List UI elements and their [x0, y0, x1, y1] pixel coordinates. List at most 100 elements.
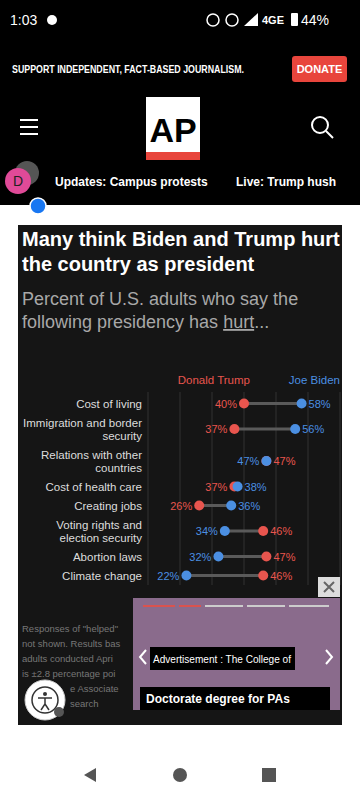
footnote: search [70, 698, 99, 709]
battery-icon [291, 13, 298, 26]
dot [233, 482, 243, 492]
legend-label: Joe Biden [289, 374, 340, 386]
dot [226, 501, 236, 511]
legend-label: Donald Trump [178, 374, 250, 386]
accessibility-button[interactable] [25, 680, 65, 720]
accessibility-icon [38, 698, 52, 710]
category-line: Climate change [62, 570, 142, 582]
system-nav [0, 748, 360, 800]
subtitle-line: Percent of U.S. adults who say the [22, 289, 298, 309]
ad-close[interactable] [318, 577, 340, 597]
category-line: election security [60, 532, 143, 544]
donate-label[interactable]: DONATE [297, 63, 343, 75]
ad-label[interactable]: Advertisement : The College of [153, 654, 291, 665]
category-line: Creating jobs [74, 500, 142, 512]
dot [258, 571, 268, 581]
nav-recent[interactable] [262, 768, 276, 782]
footnote: not shown. Results bas [22, 638, 120, 649]
connector [234, 428, 295, 431]
ad-headline[interactable]: Doctorate degree for PAs [146, 692, 290, 706]
subtitle-line: following presidency has hurt... [22, 312, 269, 332]
dot [213, 552, 223, 562]
page-background [0, 205, 360, 800]
nav-link[interactable]: Updates: Campus protests [55, 175, 208, 189]
data-label: 47% [237, 455, 259, 467]
category-label: Abortion laws [73, 551, 142, 563]
search-icon[interactable] [312, 117, 328, 133]
subtitle-text: ... [254, 312, 269, 332]
nav-home[interactable] [173, 768, 187, 782]
category-line: Voting rights and [56, 519, 142, 531]
dot [220, 526, 230, 536]
grid-line [180, 392, 181, 585]
category-label: Relations with othercountries [41, 449, 142, 474]
data-label: 32% [189, 551, 211, 563]
ad-prev[interactable] [140, 650, 146, 664]
avatar[interactable] [5, 168, 31, 194]
footnote: adults conducted Apri [22, 653, 113, 664]
ad-box[interactable] [133, 598, 340, 710]
data-label: 58% [309, 398, 331, 410]
accessibility-icon [32, 687, 58, 713]
support-banner: SUPPORT INDEPENDENT, FACT-BASED JOURNALI… [12, 64, 244, 75]
ad-progress [289, 605, 329, 607]
data-label: 34% [196, 525, 218, 537]
status-time: 1:03 [10, 12, 37, 28]
dot [258, 526, 268, 536]
data-label: 46% [270, 525, 292, 537]
donate-button[interactable] [292, 56, 347, 82]
network-type: 4GE [262, 14, 284, 26]
logo-box [146, 97, 200, 160]
ad-progress [205, 605, 243, 607]
grid-line [148, 392, 149, 585]
ap-logo: AP [149, 111, 196, 149]
battery-level: 44% [301, 12, 329, 28]
menu-icon[interactable] [20, 133, 38, 135]
ad-headline-bar [140, 687, 330, 710]
subtitle-text: following presidency has [22, 312, 223, 332]
category-line: security [102, 430, 142, 442]
ad-progress [247, 605, 285, 607]
category-line: countries [95, 462, 142, 474]
chart-background [18, 225, 342, 725]
footnote: Responses of "helped" [22, 623, 118, 634]
category-line: Relations with other [41, 449, 142, 461]
dot [181, 571, 191, 581]
ad-progress [143, 605, 175, 607]
logo-bar [146, 152, 200, 160]
dot [239, 399, 249, 409]
messenger-badge [30, 198, 46, 214]
category-line: Immigration and border [23, 417, 142, 429]
category-label: Climate change [62, 570, 142, 582]
category-label: Creating jobs [74, 500, 142, 512]
connector [218, 555, 266, 558]
data-label: 36% [238, 500, 260, 512]
status-dot [47, 15, 57, 25]
sync-icon [226, 14, 238, 26]
avatar-letter: D [13, 173, 23, 189]
grid-line [340, 392, 341, 585]
ad-close-icon[interactable] [324, 582, 334, 592]
chart-title: Many think Biden and Trump hurtthe count… [22, 228, 340, 275]
top-background [0, 0, 360, 205]
menu-icon[interactable] [20, 126, 38, 128]
signal-icon [244, 13, 258, 26]
chart-subtitle: Percent of U.S. adults who say the follow… [22, 289, 298, 332]
data-label: 38% [245, 481, 267, 493]
nav-back[interactable] [84, 768, 96, 782]
dot [261, 552, 271, 562]
ad-next[interactable] [326, 650, 332, 664]
nav-link[interactable]: Live: Trump hush [236, 175, 336, 189]
data-label: 26% [170, 500, 192, 512]
connector [244, 402, 302, 405]
data-label: 37% [205, 481, 227, 493]
footnote: e Associate [70, 683, 119, 694]
accessibility-close [54, 707, 64, 717]
dot [297, 399, 307, 409]
search-icon[interactable] [326, 131, 333, 138]
data-label: 47% [273, 551, 295, 563]
category-label: Immigration and bordersecurity [23, 417, 142, 442]
connector [225, 530, 263, 533]
menu-icon[interactable] [20, 119, 38, 121]
title-line: the country as president [22, 253, 255, 275]
